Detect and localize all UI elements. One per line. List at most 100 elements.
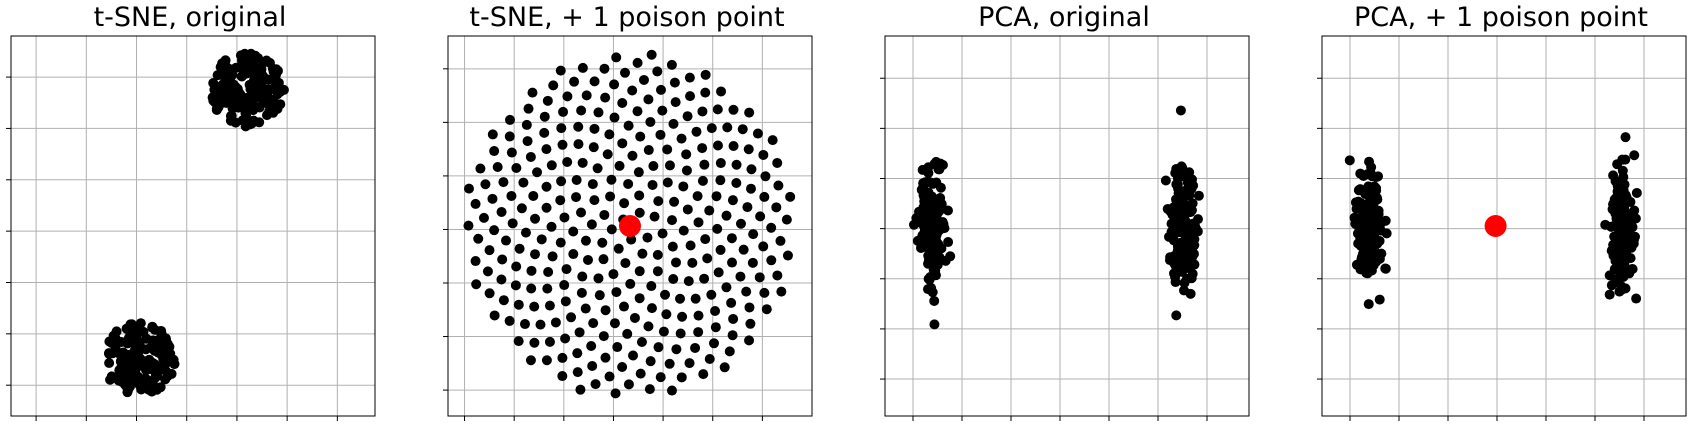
data-point (1372, 194, 1383, 205)
data-point (711, 191, 722, 202)
data-point (693, 327, 704, 338)
data-point (773, 180, 784, 191)
data-point (261, 110, 272, 121)
data-point (542, 283, 553, 294)
data-point (933, 164, 944, 175)
data-point (620, 258, 631, 269)
data-point (1180, 185, 1191, 196)
data-point (685, 91, 696, 102)
data-point (539, 127, 550, 138)
data-point (577, 62, 588, 73)
data-point (225, 115, 236, 126)
data-point (561, 264, 572, 275)
data-point (721, 210, 732, 221)
data-point (558, 106, 569, 117)
data-point (602, 149, 613, 160)
data-point (700, 234, 711, 245)
data-point (1366, 218, 1377, 229)
data-point (243, 98, 254, 109)
data-point (573, 121, 584, 132)
data-point (520, 227, 531, 238)
data-point (1160, 175, 1171, 186)
data-point (634, 266, 645, 277)
data-point (130, 365, 141, 376)
data-point (682, 204, 693, 215)
data-point (653, 342, 664, 353)
data-point (166, 368, 177, 379)
data-point (908, 219, 919, 230)
data-point (923, 250, 934, 261)
data-point (541, 181, 552, 192)
data-point (527, 87, 538, 98)
data-point (511, 261, 522, 272)
data-point (662, 177, 673, 188)
data-point (655, 84, 666, 95)
data-point (1175, 105, 1186, 116)
data-point (1363, 299, 1374, 310)
data-point (122, 353, 133, 364)
data-point (592, 163, 603, 174)
data-point (525, 355, 536, 366)
data-point (664, 160, 675, 171)
data-point (593, 273, 604, 284)
data-point (600, 305, 611, 316)
data-point (506, 190, 517, 201)
data-point (719, 362, 730, 373)
plot-frame (884, 35, 1250, 417)
data-point (255, 92, 266, 103)
data-point (929, 295, 940, 306)
chart-title: t-SNE, original (93, 2, 287, 33)
data-point (556, 123, 567, 134)
data-point (598, 254, 609, 265)
data-point (1189, 240, 1200, 251)
data-point (555, 237, 566, 248)
data-point (626, 234, 637, 245)
data-point (161, 357, 172, 368)
data-point (528, 190, 539, 201)
data-point (589, 195, 600, 206)
data-point (933, 196, 944, 207)
data-point (1178, 198, 1189, 209)
data-point (575, 384, 586, 395)
data-point (1625, 209, 1636, 220)
data-point (1179, 285, 1190, 296)
data-point (463, 220, 474, 231)
data-point (1368, 260, 1379, 271)
data-point (526, 265, 537, 276)
data-point (588, 142, 599, 153)
data-point (669, 77, 680, 88)
data-point (1616, 284, 1627, 295)
data-point (929, 270, 940, 281)
data-point (1604, 289, 1615, 300)
data-point (638, 74, 649, 85)
data-point (623, 379, 634, 390)
data-point (541, 355, 552, 366)
data-point (150, 369, 161, 380)
data-point (691, 126, 702, 137)
data-point (614, 160, 625, 171)
data-point (698, 369, 709, 380)
data-point (532, 167, 543, 178)
data-point (645, 116, 656, 127)
data-point (697, 106, 708, 117)
data-point (655, 372, 666, 383)
data-point (1177, 266, 1188, 277)
data-point (582, 254, 593, 265)
data-point (1366, 162, 1377, 173)
data-point (605, 191, 616, 202)
data-point (513, 299, 524, 310)
data-point (634, 190, 645, 201)
data-point (685, 240, 696, 251)
data-point (586, 340, 597, 351)
data-point (929, 319, 940, 330)
data-point (649, 211, 660, 222)
scatter-plot-area (880, 35, 1250, 421)
data-point (697, 175, 708, 186)
data-point (557, 139, 568, 150)
data-point (580, 303, 591, 314)
data-point (112, 337, 123, 348)
data-point (752, 128, 763, 139)
data-point (1181, 230, 1192, 241)
data-point (581, 90, 592, 101)
data-point (589, 123, 600, 134)
